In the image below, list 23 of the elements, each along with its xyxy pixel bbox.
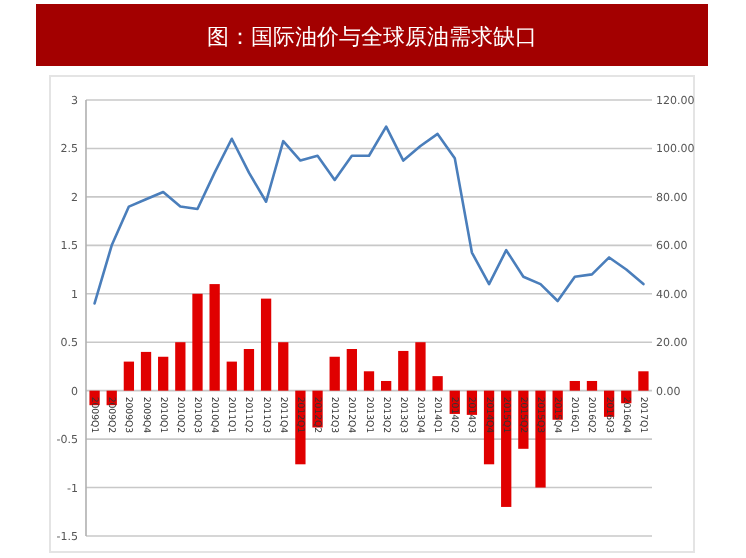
bar xyxy=(209,284,220,391)
bar xyxy=(569,380,580,391)
bar xyxy=(175,342,186,391)
bar xyxy=(363,371,375,391)
bar xyxy=(346,349,357,391)
bar xyxy=(260,298,272,391)
bar xyxy=(415,342,426,391)
bar xyxy=(329,356,340,391)
bar xyxy=(535,390,546,488)
chart-title: 图：国际油价与全球原油需求缺口 xyxy=(207,24,537,50)
bar xyxy=(278,342,289,391)
bar xyxy=(398,350,409,391)
bar xyxy=(123,361,135,391)
bar xyxy=(243,349,255,391)
bar xyxy=(158,356,169,391)
bar xyxy=(140,351,152,391)
bar xyxy=(192,293,203,391)
bar xyxy=(586,380,598,391)
bar xyxy=(226,361,237,391)
bar xyxy=(381,380,392,391)
line-series xyxy=(93,125,645,305)
bar xyxy=(432,376,443,391)
bar xyxy=(638,371,649,391)
